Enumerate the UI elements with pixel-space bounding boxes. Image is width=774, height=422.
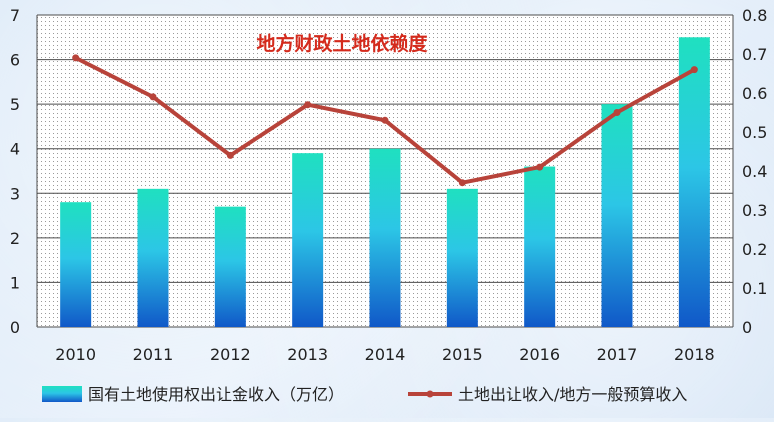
x-tick-label: 2018	[674, 345, 715, 364]
y-left-tick-label: 7	[10, 6, 20, 25]
axes: 0 1 2 3 4 5 6 7 0 0.1 0.2 0.3 0.4 0.5 0.6 0.7 0.8 2010 201…	[10, 6, 768, 364]
x-tick-label: 2010	[55, 345, 96, 364]
y-right-tick-label: 0	[742, 318, 752, 337]
y-left-tick-label: 3	[10, 184, 20, 203]
bar	[446, 188, 478, 327]
bar	[292, 153, 324, 327]
legend-bar-label: 国有土地使用权出让金收入（万亿）	[88, 385, 344, 404]
y-left-tick-label: 5	[10, 95, 20, 114]
y-right-tick-label: 0.3	[742, 201, 767, 220]
bar	[678, 37, 710, 328]
bar	[60, 202, 92, 327]
y-right-tick-label: 0.6	[742, 84, 767, 103]
x-tick-label: 2015	[442, 345, 483, 364]
y-right-tick-label: 0.5	[742, 123, 767, 142]
bar	[214, 206, 246, 327]
line-point	[458, 179, 466, 187]
line-point	[304, 101, 312, 109]
chart-title: 地方财政土地依赖度	[256, 32, 428, 55]
legend-line-marker	[426, 390, 434, 398]
y-right-tick-label: 0.8	[742, 6, 767, 25]
bar	[601, 104, 633, 328]
bar	[369, 148, 401, 327]
x-tick-label: 2011	[133, 345, 174, 364]
legend: 国有土地使用权出让金收入（万亿） 土地出让收入/地方一般预算收入	[42, 385, 687, 404]
bar	[137, 188, 169, 327]
y-left-tick-label: 4	[10, 140, 20, 159]
line-point	[381, 116, 389, 124]
legend-line-label: 土地出让收入/地方一般预算收入	[458, 385, 687, 404]
x-tick-label: 2017	[597, 345, 638, 364]
line-point	[149, 93, 157, 101]
line-point	[536, 163, 544, 171]
bar-series	[60, 37, 710, 328]
y-right-tick-label: 0.1	[742, 279, 767, 298]
line-point	[226, 151, 234, 159]
x-tick-label: 2012	[210, 345, 251, 364]
y-left-tick-label: 6	[10, 51, 20, 70]
y-left-tick-label: 2	[10, 229, 20, 248]
y-left-tick-label: 1	[10, 273, 20, 292]
y-right-tick-label: 0.7	[742, 45, 767, 64]
line-point	[690, 66, 698, 74]
x-tick-label: 2013	[287, 345, 328, 364]
y-left-tick-label: 0	[10, 318, 20, 337]
x-tick-label: 2016	[519, 345, 560, 364]
y-right-tick-label: 0.2	[742, 240, 767, 259]
y-right-tick-label: 0.4	[742, 162, 767, 181]
legend-bar-swatch	[42, 386, 82, 402]
line-point	[72, 54, 80, 62]
x-tick-label: 2014	[365, 345, 406, 364]
line-point	[613, 109, 621, 116]
bar	[524, 166, 556, 327]
line-series	[72, 54, 698, 187]
